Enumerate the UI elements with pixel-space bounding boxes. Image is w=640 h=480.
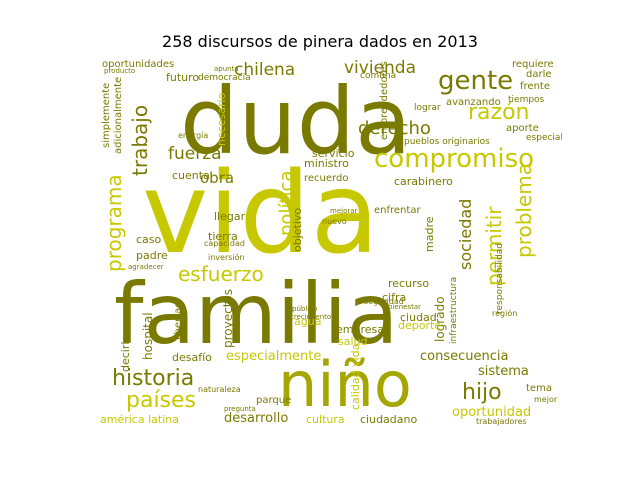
word-ciudadano: ciudadano xyxy=(360,413,418,426)
word-derecho: derecho xyxy=(358,118,431,139)
word-obra: obra xyxy=(200,169,235,187)
word-nuevo: nuevo xyxy=(322,217,347,226)
word-agradecer: agradecer xyxy=(128,263,164,271)
word-problema: problema xyxy=(512,162,536,258)
word-consecuencia: consecuencia xyxy=(420,349,509,364)
word-esfuerzo: esfuerzo xyxy=(178,262,264,286)
word-recuerdo: recuerdo xyxy=(304,173,349,184)
word-mejorar: mejorar xyxy=(330,207,358,215)
word-especialmente: especialmente xyxy=(226,349,322,364)
word-caso: caso xyxy=(136,233,162,246)
chart-title: 258 discursos de pinera dados en 2013 xyxy=(162,32,478,51)
word-calidad-vida: calidad vida xyxy=(349,343,362,410)
word-gente: gente xyxy=(438,66,514,96)
word-fuerza: fuerza xyxy=(168,144,222,164)
word-desafio: desafío xyxy=(172,351,212,364)
word-programa: programa xyxy=(102,174,126,272)
word-parque: parque xyxy=(256,395,292,406)
word-necesario: necesario xyxy=(215,92,228,146)
word-responsabilidad: responsabilidad xyxy=(495,242,505,314)
word-pueblos-originarios: pueblos originarios xyxy=(404,137,490,147)
word-libertad: libertad xyxy=(173,301,184,340)
word-familia: familia xyxy=(114,265,399,363)
word-especial: especial xyxy=(526,133,562,143)
word-objetivo: objetivo xyxy=(291,207,304,252)
word-lograr: lograr xyxy=(414,103,441,113)
word-america-latina: américa latina xyxy=(100,413,179,426)
word-producto: producto xyxy=(104,67,136,75)
word-duda: duda xyxy=(180,68,412,175)
word-llegar: llegar xyxy=(214,210,246,223)
word-comuna: comuna xyxy=(360,71,397,81)
word-sociedad: sociedad xyxy=(456,198,475,270)
word-compromiso: compromiso xyxy=(374,144,535,174)
word-democracia: democracia xyxy=(198,73,251,83)
word-decirle: decirle xyxy=(119,334,132,372)
word-mejor: mejor xyxy=(534,395,558,404)
word-padre: padre xyxy=(136,249,168,262)
word-vivienda: vivienda xyxy=(344,58,417,78)
word-crecimiento: crecimiento xyxy=(290,313,332,321)
word-futuro: futuro xyxy=(166,71,200,84)
word-agua: agua xyxy=(294,315,322,328)
word-oportunidades: oportunidades xyxy=(102,59,175,70)
word-energia: energía xyxy=(178,131,209,140)
word-requiere: requiere xyxy=(512,59,554,70)
word-infraestructura: infraestructura xyxy=(449,276,459,344)
word-cultura: cultura xyxy=(306,413,345,426)
word-ministro: ministro xyxy=(304,157,349,170)
word-cuenta: cuenta xyxy=(172,169,210,182)
word-razon: razón xyxy=(468,100,530,125)
word-servicio: servicio xyxy=(312,147,355,160)
word-salud: salud xyxy=(338,335,368,348)
word-enfrentar: enfrentar xyxy=(374,205,421,216)
word-hijo: hijo xyxy=(462,380,502,405)
word-pregunta: pregunta xyxy=(224,405,256,413)
word-deporte: deporte xyxy=(398,319,442,332)
word-paises: países xyxy=(126,388,197,413)
word-capacidad: capacidad xyxy=(204,239,245,248)
word-inversion: inversión xyxy=(208,253,245,262)
word-bienestar: bienestar xyxy=(388,303,421,311)
word-apunta: apunta xyxy=(214,65,239,73)
word-avanzando: avanzando xyxy=(446,97,501,108)
word-seguridad: seguridad xyxy=(364,297,404,306)
word-ciudad: ciudad xyxy=(400,311,437,324)
word-tierra: tierra xyxy=(208,230,238,243)
word-aporte: aporte xyxy=(506,123,539,134)
word-hospital: hospital xyxy=(141,312,155,360)
word-frente: frente xyxy=(520,81,550,92)
word-simplemente: simplemente xyxy=(101,82,112,148)
word-darle: darle xyxy=(526,69,552,80)
word-proyectos: proyectos xyxy=(221,288,235,348)
word-cloud: duda vida familia niño compromiso gente … xyxy=(98,58,562,428)
word-sistema: sistema xyxy=(478,364,529,379)
word-chilena: chilena xyxy=(234,60,296,80)
word-oportunidad: oportunidad xyxy=(452,405,532,420)
word-cifra: cifra xyxy=(382,291,407,304)
word-empresa: empresa xyxy=(336,323,384,336)
word-tiempos: tiempos xyxy=(508,95,545,105)
word-tema: tema xyxy=(526,383,552,394)
word-vida: vida xyxy=(142,149,380,279)
word-naturaleza: naturaleza xyxy=(198,385,241,394)
word-publico: público xyxy=(292,305,318,313)
word-desarrollo: desarrollo xyxy=(224,411,289,426)
word-madre: madre xyxy=(423,216,436,253)
word-nino: niño xyxy=(278,348,412,421)
word-trabajadores: trabajadores xyxy=(476,417,527,426)
word-trabajo: trabajo xyxy=(128,104,152,176)
word-historia: historia xyxy=(112,366,195,391)
word-region: región xyxy=(492,309,518,318)
word-carabinero: carabinero xyxy=(394,175,453,188)
word-adicionalmente: adicionalmente xyxy=(113,76,124,154)
word-recurso: recurso xyxy=(388,277,430,290)
